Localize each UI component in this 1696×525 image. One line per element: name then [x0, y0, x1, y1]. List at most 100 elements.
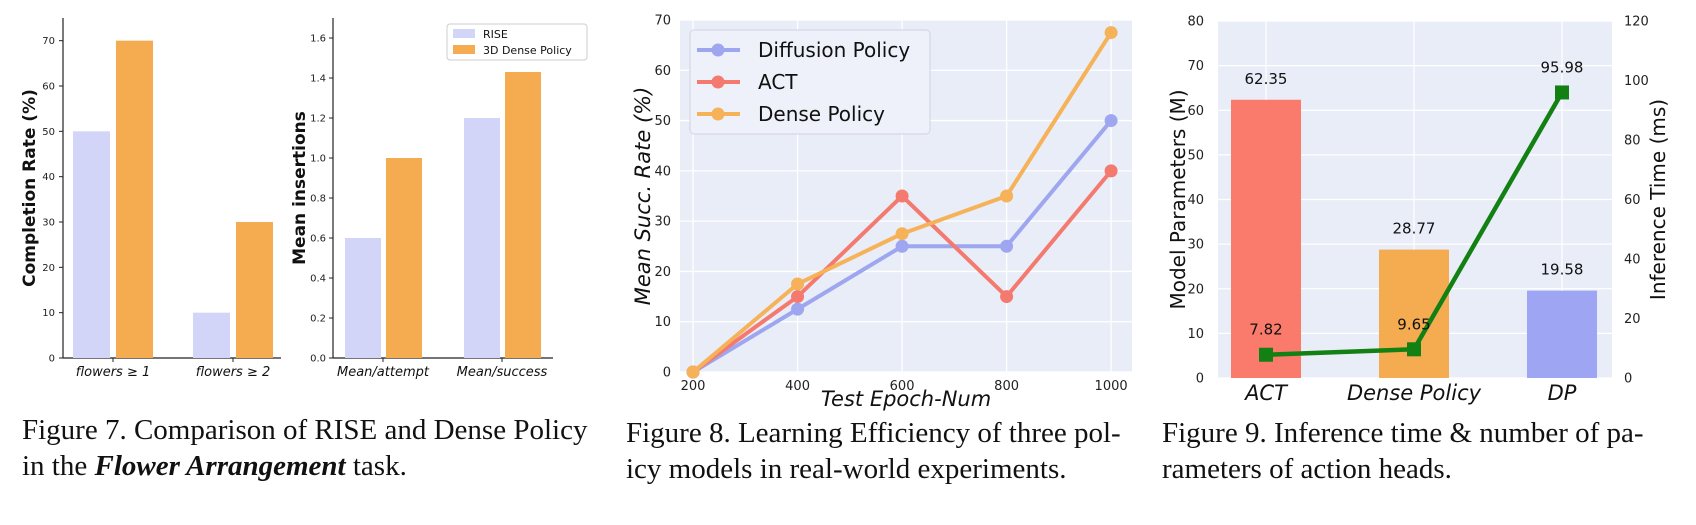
y-tick-label: 10: [42, 308, 55, 319]
y-tick-label: 50: [1187, 148, 1204, 163]
legend: Diffusion Policy ACT Dense Policy: [689, 29, 931, 135]
inference-time-marker: [1259, 347, 1273, 362]
y-tick-label: 0.6: [310, 234, 326, 245]
legend-box: [446, 23, 588, 61]
legend-swatch: [453, 29, 475, 38]
x-tick-label: Mean/attempt: [337, 365, 430, 380]
legend-swatch: [453, 45, 475, 54]
y-tick-label: 10: [1187, 327, 1204, 342]
x-tick-label: 600: [890, 379, 915, 394]
data-point-act: [791, 290, 805, 304]
caption-figure-9: Figure 9. Inference time & number of pa-…: [1162, 415, 1692, 487]
bar-act: [1231, 99, 1301, 378]
y-tick-label: 20: [42, 263, 55, 274]
y-tick-label: 30: [42, 218, 55, 229]
y-tick-label: 70: [654, 14, 671, 29]
y-tick-label: 60: [42, 82, 55, 93]
x-tick-label: Mean/success: [457, 365, 548, 380]
data-point-dense-policy: [1000, 189, 1014, 203]
y-tick-label: 0.8: [310, 194, 326, 205]
y-tick-label: 10: [654, 315, 671, 330]
y-tick-label: 0.0: [310, 354, 326, 365]
y-tick-label: 40: [654, 164, 671, 179]
bar-dp: [1527, 290, 1597, 378]
caption-figure-7-suffix: task.: [352, 450, 407, 482]
inference-time-marker: [1407, 342, 1421, 357]
y-tick-label: 1.6: [310, 34, 326, 45]
chart-params-inference: 0 10 20 30 40 50 60 70 80 0 20 40 60 80 100 120 62.35 ACT…: [1166, 15, 1670, 406]
x-tick-label: flowers ≥ 1: [76, 365, 151, 380]
legend-marker: [711, 75, 725, 89]
legend: RISE 3D Dense Policy: [446, 23, 588, 61]
bar-3d-dense-policy: [505, 72, 541, 358]
data-point-act: [1000, 290, 1014, 304]
legend-label: Diffusion Policy: [758, 38, 910, 62]
data-point-dense-policy: [895, 227, 909, 241]
y-tick-label: 0.2: [310, 314, 326, 325]
y-tick-label: 1.2: [310, 114, 326, 125]
y-tick-label: 70: [42, 36, 55, 47]
y-tick-label: 60: [1187, 104, 1204, 119]
y2-tick-label: 120: [1624, 15, 1649, 30]
bar-dense-policy: [1379, 249, 1449, 378]
y-axis-label: Mean insertions: [290, 111, 310, 265]
bar-value-label: 28.77: [1393, 220, 1436, 238]
x-tick-label: ACT: [1243, 381, 1289, 405]
x-tick-label: 200: [681, 379, 706, 394]
bar-value-label: 19.58: [1541, 261, 1584, 279]
y-tick-label: 0: [663, 366, 671, 381]
y-tick-label: 80: [1187, 15, 1204, 30]
y-tick-label: 1.0: [310, 154, 326, 165]
caption-figure-8-line2: icy models in real-world experiments.: [626, 453, 1067, 485]
y2-axis-label: Inference Time (ms): [1646, 99, 1670, 300]
y-tick-label: 60: [654, 64, 671, 79]
y-tick-label: 1.4: [310, 74, 326, 85]
y-tick-label: 50: [654, 114, 671, 129]
x-tick-label: flowers ≥ 2: [196, 365, 271, 380]
caption-figure-7-line2: in the Flower Arrangement task.: [22, 448, 612, 484]
bar-rise: [464, 118, 500, 358]
legend-marker: [711, 107, 725, 121]
y-tick-label: 40: [42, 172, 55, 183]
caption-figure-7-task-name: Flower Arrangement: [94, 450, 346, 482]
bar-3d-dense-policy: [236, 222, 273, 358]
chart-mean-insertions: 0.0 0.2 0.4 0.6 0.8 1.0 1.2 1.4 1.6 Mean/attempt M…: [290, 18, 588, 380]
data-point-diffusion-policy: [895, 239, 909, 253]
legend-marker: [711, 43, 725, 57]
data-point-diffusion-policy: [1104, 114, 1118, 128]
inference-time-label: 7.82: [1249, 321, 1282, 339]
inference-time-marker: [1555, 85, 1569, 100]
y-tick-label: 40: [1187, 193, 1204, 208]
x-tick-label: Dense Policy: [1347, 381, 1482, 405]
y-tick-label: 30: [1187, 238, 1204, 253]
caption-figure-8: Figure 8. Learning Efficiency of three p…: [626, 415, 1166, 487]
y-tick-label: 20: [1187, 282, 1204, 297]
x-tick-label: 400: [785, 379, 810, 394]
inference-time-label: 95.98: [1541, 58, 1584, 76]
y-tick-label: 0: [1196, 372, 1204, 387]
y2-tick-label: 80: [1624, 134, 1641, 149]
chart-learning-efficiency: 0 10 20 30 40 50 60 70 200 400 600 800 1000 Test Epoc…: [631, 14, 1132, 411]
legend-label: Dense Policy: [758, 102, 885, 126]
x-tick-label: 800: [994, 379, 1019, 394]
data-point-diffusion-policy: [1000, 239, 1014, 253]
legend-label: RISE: [483, 28, 508, 41]
legend-box: [689, 29, 931, 135]
bar-value-label: 62.35: [1245, 70, 1288, 88]
x-axis-label: Test Epoch-Num: [821, 387, 991, 411]
y2-tick-label: 0: [1624, 372, 1632, 387]
caption-figure-9-line1: Figure 9. Inference time & number of pa-: [1162, 417, 1644, 449]
y-tick-label: 70: [1187, 59, 1204, 74]
y2-tick-label: 100: [1624, 74, 1649, 89]
data-point-diffusion-policy: [791, 302, 805, 316]
x-tick-label: 1000: [1095, 379, 1128, 394]
y-tick-label: 50: [42, 127, 55, 138]
caption-figure-7-prefix: in the: [22, 450, 88, 482]
data-point-dense-policy: [1104, 26, 1118, 40]
y-tick-label: 30: [654, 215, 671, 230]
inference-time-label: 9.65: [1397, 315, 1430, 333]
chart-completion-rate: 0 10 20 30 40 50 60 70 flowers ≥ 1 flowers ≥ 2 Com…: [20, 18, 281, 380]
caption-figure-7: Figure 7. Comparison of RISE and Dense P…: [22, 412, 612, 484]
bar-3d-dense-policy: [116, 40, 153, 359]
